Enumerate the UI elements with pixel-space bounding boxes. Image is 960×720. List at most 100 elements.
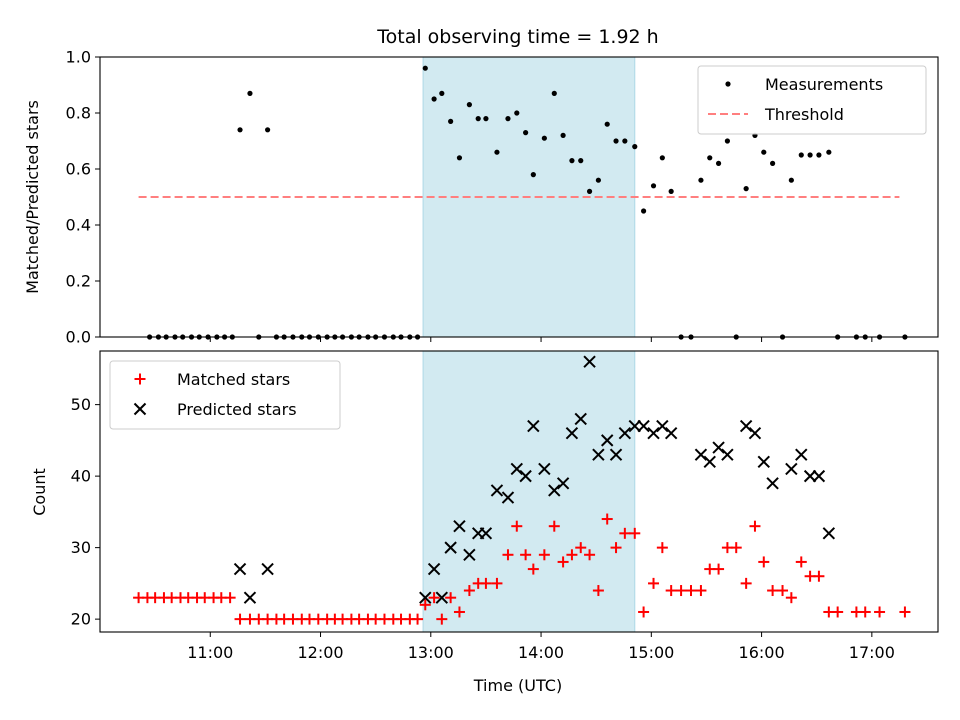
predicted-star-point xyxy=(766,477,779,490)
predicted-star-point xyxy=(694,448,708,461)
predicted-star-point xyxy=(243,591,257,604)
matched-star-point xyxy=(575,542,587,554)
measurement-point xyxy=(439,90,445,96)
predicted-star-point xyxy=(712,441,725,454)
predicted-star-point xyxy=(548,484,561,497)
measurement-point xyxy=(551,90,557,96)
predicted-star-point xyxy=(501,491,515,504)
predicted-star-point xyxy=(556,477,570,490)
predicted-star-point xyxy=(479,527,493,540)
measurement-point xyxy=(770,160,776,166)
ratio-panel: 0.0 0.2 0.4 0.6 0.8 1.0 Matched/Predicted sta… xyxy=(23,48,939,347)
count-plot-frame xyxy=(99,350,939,633)
measurement-point xyxy=(466,102,472,108)
predicted-star-point xyxy=(574,412,587,426)
matched-star-point xyxy=(685,585,697,597)
measurement-point xyxy=(431,96,437,102)
measurement-point xyxy=(613,138,619,144)
matched-star-point xyxy=(758,556,770,568)
measurement-point xyxy=(237,127,243,133)
predicted-star-point xyxy=(647,427,660,440)
matched-star-point xyxy=(859,606,871,618)
x-tick-label: 11:00 xyxy=(187,643,233,662)
predicted-star-point xyxy=(637,419,650,433)
matched-star-point xyxy=(224,592,236,604)
measurement-point xyxy=(604,121,610,127)
matched-star-point xyxy=(675,585,687,597)
legend-label: Predicted stars xyxy=(177,400,297,419)
measurement-point xyxy=(541,135,547,141)
measurement-point xyxy=(265,127,271,133)
predicted-star-point xyxy=(261,562,274,576)
matched-star-point xyxy=(648,577,660,589)
count-y-axis-label: Count xyxy=(30,468,49,516)
measurement-point xyxy=(622,138,628,144)
matched-star-point xyxy=(445,592,457,604)
measurement-point xyxy=(514,110,520,116)
measurement-point xyxy=(816,152,822,158)
measurement-point xyxy=(640,208,647,214)
measurement-point xyxy=(523,130,529,136)
matched-star-point xyxy=(592,585,604,597)
measurement-point xyxy=(448,118,454,124)
legend-box xyxy=(697,65,927,135)
matched-star-point xyxy=(874,606,886,618)
matched-star-point xyxy=(491,577,503,589)
matched-star-point xyxy=(234,613,246,625)
measurement-point xyxy=(826,149,832,155)
legend-label: Matched stars xyxy=(177,370,290,389)
matched-star-point xyxy=(419,599,431,611)
predicted-star-point xyxy=(490,484,504,497)
measurement-point xyxy=(505,116,511,122)
count-legend: Matched stars Predicted stars xyxy=(109,360,341,430)
measurement-point xyxy=(247,90,253,96)
measurement-point xyxy=(698,177,704,183)
matched-star-point xyxy=(520,549,532,561)
predicted-star-point xyxy=(609,448,623,461)
measurement-point xyxy=(761,149,767,155)
predicted-star-point xyxy=(519,469,532,483)
ratio-y-tick-label: 0.0 xyxy=(66,328,91,347)
predicted-star-point xyxy=(656,419,669,433)
predicted-star-point xyxy=(803,469,817,483)
count-y-tick-label: 30 xyxy=(71,538,91,557)
matched-star-point xyxy=(436,613,448,625)
measurement-point xyxy=(668,188,674,194)
count-y-tick-label: 40 xyxy=(71,467,91,486)
measurement-point xyxy=(650,183,657,189)
measurement-point xyxy=(788,177,794,183)
measurement-point xyxy=(483,116,489,122)
measurement-point xyxy=(569,158,575,164)
measurement-point xyxy=(494,149,500,155)
count-panel: 20 30 40 50 11:00 12:00 13:00 14:00 15:00 16:00 1… xyxy=(30,350,939,662)
predicted-star-point xyxy=(453,519,466,533)
matched-star-point xyxy=(453,606,465,618)
matched-star-point xyxy=(777,585,789,597)
predicted-star-point xyxy=(739,419,753,433)
measurement-point xyxy=(724,138,730,144)
matched-star-point xyxy=(511,520,523,532)
legend-label: Threshold xyxy=(764,105,844,124)
matched-star-point xyxy=(538,549,550,561)
measurement-point xyxy=(475,116,481,122)
measurement-point xyxy=(422,65,428,71)
matched-star-point xyxy=(527,563,539,575)
matched-star-point xyxy=(584,549,596,561)
predicted-star-point xyxy=(583,355,596,368)
legend-box xyxy=(109,360,341,430)
predicted-star-point xyxy=(444,541,457,554)
matched-star-point xyxy=(730,542,742,554)
ratio-y-tick-label: 1.0 xyxy=(66,48,91,67)
chart-title: Total observing time = 1.92 h xyxy=(376,26,658,48)
matched-star-point xyxy=(412,613,424,625)
predicted-star-point xyxy=(592,448,605,461)
x-tick-label: 15:00 xyxy=(628,643,674,662)
predicted-star-point xyxy=(664,427,678,440)
predicted-star-point xyxy=(618,427,632,440)
matched-star-point xyxy=(610,542,622,554)
matched-star-point xyxy=(548,520,560,532)
matched-star-point xyxy=(601,513,613,525)
matched-star-point xyxy=(665,585,677,597)
measurement-point xyxy=(659,155,665,161)
matched-star-point xyxy=(638,606,650,618)
